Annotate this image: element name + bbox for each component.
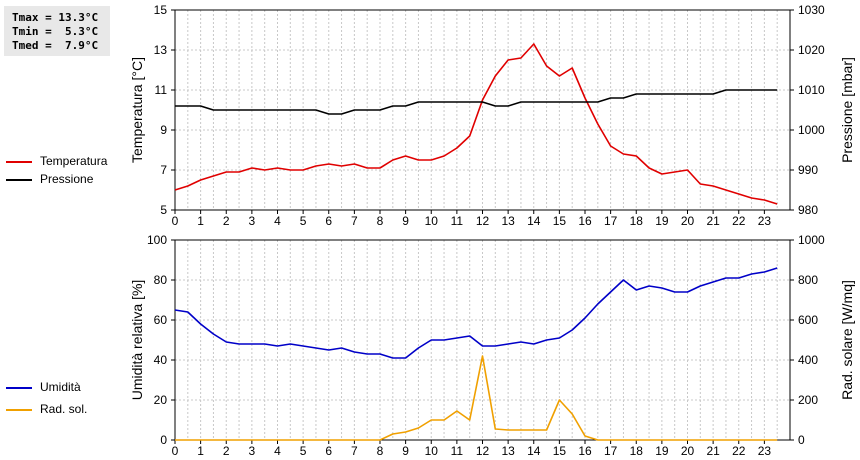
y-left-tick-label: 5: [160, 203, 167, 217]
series-line-rad-sol: [175, 355, 778, 441]
legend-label-umidita: Umidità: [40, 380, 81, 394]
x-tick-label: 3: [249, 214, 256, 228]
x-tick-label: 7: [351, 444, 358, 458]
x-tick-label: 15: [553, 214, 567, 228]
x-tick-label: 20: [681, 214, 695, 228]
x-tick-label: 12: [476, 214, 490, 228]
x-tick-label: 6: [325, 444, 332, 458]
y-left-axis-label: Umidità relativa [%]: [129, 280, 145, 401]
x-tick-label: 4: [274, 214, 281, 228]
x-tick-label: 19: [655, 444, 669, 458]
y-right-tick-label: 1020: [798, 43, 825, 57]
x-tick-label: 8: [377, 214, 384, 228]
y-right-tick-label: 200: [798, 393, 818, 407]
x-tick-label: 22: [732, 444, 746, 458]
legend-swatch-rad-sol: [6, 409, 32, 411]
y-left-tick-label: 9: [160, 123, 167, 137]
x-tick-label: 11: [451, 444, 464, 458]
x-tick-label: 19: [655, 214, 669, 228]
chart-temperature-pressure: 0 1 2 3 4 5 6 7 8 9 10 11 12 13 14 15 16 17 18 19 20 21 22 2357…: [129, 3, 855, 228]
y-left-tick-label: 11: [155, 83, 168, 97]
legend-label-temperatura: Temperatura: [40, 154, 108, 168]
x-tick-label: 21: [706, 444, 720, 458]
x-tick-label: 13: [501, 214, 515, 228]
x-tick-label: 3: [249, 444, 256, 458]
stat-tmax: Tmax = 13.3°C: [12, 11, 99, 24]
y-right-tick-label: 400: [798, 353, 818, 367]
x-tick-label: 0: [172, 214, 179, 228]
x-tick-label: 9: [402, 214, 409, 228]
y-left-tick-label: 20: [154, 393, 168, 407]
legend-label-rad-sol: Rad. sol.: [40, 402, 88, 416]
x-tick-label: 2: [223, 444, 230, 458]
y-right-tick-label: 600: [798, 313, 818, 327]
x-tick-label: 14: [527, 214, 541, 228]
x-tick-label: 0: [172, 444, 179, 458]
x-tick-label: 4: [274, 444, 281, 458]
y-right-tick-label: 1030: [798, 3, 825, 17]
y-left-tick-label: 15: [154, 3, 168, 17]
legend-swatch-umidita: [6, 387, 32, 389]
legend-swatch-pressione: [6, 179, 32, 181]
y-left-tick-label: 80: [154, 273, 168, 287]
x-tick-label: 1: [197, 444, 204, 458]
y-left-tick-label: 7: [160, 163, 167, 177]
x-tick-label: 18: [630, 444, 644, 458]
x-tick-label: 16: [578, 214, 592, 228]
y-left-tick-label: 13: [154, 43, 168, 57]
y-right-tick-label: 0: [798, 433, 805, 447]
y-right-tick-label: 1000: [798, 233, 825, 247]
x-tick-label: 18: [630, 214, 644, 228]
y-right-tick-label: 1010: [798, 83, 825, 97]
x-tick-label: 23: [758, 214, 772, 228]
x-tick-label: 15: [553, 444, 567, 458]
x-tick-label: 20: [681, 444, 695, 458]
y-right-tick-label: 990: [798, 163, 818, 177]
y-left-tick-label: 60: [154, 313, 168, 327]
x-tick-label: 11: [451, 214, 464, 228]
series-line-temperatura: [174, 43, 778, 205]
y-right-axis-label: Rad. solare [W/mq]: [839, 280, 855, 400]
y-left-tick-label: 0: [160, 433, 167, 447]
y-left-tick-label: 40: [154, 353, 168, 367]
x-tick-label: 6: [325, 214, 332, 228]
x-tick-label: 5: [300, 214, 307, 228]
series-line-pressione: [175, 89, 778, 115]
x-tick-label: 7: [351, 214, 358, 228]
x-tick-label: 23: [758, 444, 772, 458]
legend-label-pressione: Pressione: [40, 172, 94, 186]
stat-tmed: Tmed = 7.9°C: [12, 39, 99, 52]
y-right-axis-label: Pressione [mbar]: [839, 57, 855, 163]
x-tick-label: 10: [425, 214, 439, 228]
x-tick-label: 16: [578, 444, 592, 458]
x-tick-label: 1: [197, 214, 204, 228]
series-line-umidit: [174, 267, 778, 359]
x-tick-label: 8: [377, 444, 384, 458]
x-tick-label: 14: [527, 444, 541, 458]
legend-swatch-temperatura: [6, 161, 32, 163]
x-tick-label: 21: [706, 214, 720, 228]
y-right-tick-label: 800: [798, 273, 818, 287]
y-left-tick-label: 100: [147, 233, 167, 247]
chart-humidity-radiation: 0 1 2 3 4 5 6 7 8 9 10 11 12 13 14 15 16 17 18 19 20 21 22 2302…: [129, 233, 855, 458]
stat-tmin: Tmin = 5.3°C: [12, 25, 99, 38]
x-tick-label: 17: [604, 214, 618, 228]
y-right-tick-label: 980: [798, 203, 818, 217]
y-right-tick-label: 1000: [798, 123, 825, 137]
x-tick-label: 22: [732, 214, 746, 228]
x-tick-label: 12: [476, 444, 490, 458]
y-left-axis-label: Temperatura [°C]: [129, 57, 145, 163]
x-tick-label: 10: [425, 444, 439, 458]
stats-box: Tmax = 13.3°C Tmin = 5.3°C Tmed = 7.9°C: [4, 6, 110, 56]
x-tick-label: 9: [402, 444, 409, 458]
x-tick-label: 17: [604, 444, 618, 458]
x-tick-label: 13: [501, 444, 515, 458]
x-tick-label: 2: [223, 214, 230, 228]
x-tick-label: 5: [300, 444, 307, 458]
